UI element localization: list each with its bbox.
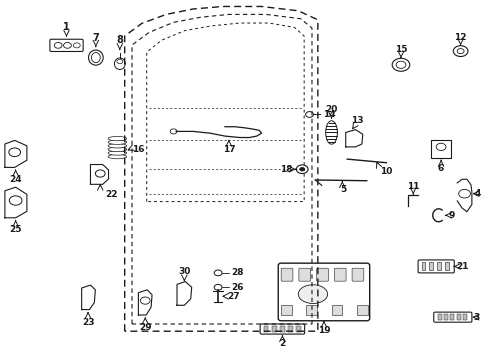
Bar: [456, 314, 460, 320]
Text: 6: 6: [437, 164, 443, 173]
Bar: [356, 305, 367, 315]
Circle shape: [170, 129, 177, 134]
Text: 23: 23: [81, 318, 94, 327]
FancyBboxPatch shape: [417, 260, 453, 273]
Circle shape: [95, 170, 105, 177]
Text: 22: 22: [105, 190, 118, 199]
Circle shape: [140, 297, 150, 304]
Circle shape: [117, 59, 122, 64]
Bar: [263, 326, 268, 332]
Text: 10: 10: [380, 167, 392, 176]
Circle shape: [452, 46, 467, 57]
Text: 8: 8: [116, 35, 123, 45]
Text: 18: 18: [279, 165, 292, 174]
Ellipse shape: [108, 140, 126, 144]
Ellipse shape: [108, 151, 126, 155]
FancyBboxPatch shape: [281, 268, 292, 281]
Ellipse shape: [88, 50, 103, 65]
Ellipse shape: [108, 147, 126, 152]
Text: 13: 13: [350, 116, 363, 125]
FancyBboxPatch shape: [334, 268, 346, 281]
Text: 12: 12: [453, 33, 466, 42]
FancyBboxPatch shape: [50, 39, 83, 51]
Text: 19: 19: [317, 326, 329, 335]
Bar: [281, 305, 291, 315]
Circle shape: [299, 167, 304, 171]
Ellipse shape: [91, 53, 100, 63]
Bar: [462, 314, 466, 320]
Text: 1: 1: [63, 22, 70, 32]
FancyBboxPatch shape: [260, 324, 304, 334]
Bar: [430, 140, 450, 158]
Text: 7: 7: [92, 33, 99, 43]
Text: 17: 17: [222, 145, 235, 154]
Circle shape: [296, 165, 307, 174]
FancyBboxPatch shape: [298, 268, 310, 281]
Circle shape: [9, 148, 20, 157]
FancyBboxPatch shape: [433, 312, 471, 322]
Bar: [436, 262, 440, 270]
Text: 25: 25: [9, 225, 22, 234]
Text: 24: 24: [9, 175, 22, 184]
FancyBboxPatch shape: [278, 263, 369, 321]
Text: 9: 9: [447, 211, 454, 220]
Text: 30: 30: [178, 267, 190, 276]
Text: 16: 16: [132, 145, 144, 154]
Ellipse shape: [108, 144, 126, 148]
Circle shape: [395, 61, 405, 68]
Text: 20: 20: [325, 105, 337, 114]
Circle shape: [214, 284, 222, 290]
Ellipse shape: [108, 154, 126, 159]
Text: 14: 14: [322, 110, 335, 119]
Circle shape: [458, 189, 469, 198]
Circle shape: [214, 270, 222, 276]
Bar: [421, 262, 425, 270]
Ellipse shape: [298, 285, 327, 303]
Circle shape: [9, 196, 22, 205]
FancyBboxPatch shape: [351, 268, 363, 281]
Circle shape: [435, 143, 445, 150]
Bar: [444, 262, 448, 270]
Bar: [271, 326, 276, 332]
Text: 11: 11: [406, 182, 419, 191]
Circle shape: [456, 49, 463, 54]
Circle shape: [391, 58, 409, 71]
Text: 4: 4: [473, 189, 480, 198]
Text: 21: 21: [456, 262, 468, 271]
Circle shape: [73, 43, 80, 48]
Text: 29: 29: [139, 323, 151, 332]
FancyBboxPatch shape: [316, 268, 327, 281]
Bar: [449, 314, 453, 320]
Bar: [306, 305, 317, 315]
Bar: [331, 305, 342, 315]
Ellipse shape: [108, 136, 126, 141]
Bar: [279, 326, 284, 332]
Circle shape: [305, 112, 313, 117]
Text: 2: 2: [279, 339, 285, 348]
Circle shape: [54, 42, 62, 48]
Bar: [428, 262, 432, 270]
Text: 3: 3: [472, 312, 479, 322]
Text: 26: 26: [230, 283, 243, 292]
Text: 28: 28: [230, 269, 243, 277]
Text: 5: 5: [340, 185, 346, 194]
Text: 27: 27: [226, 292, 239, 301]
Bar: [443, 314, 447, 320]
Bar: [437, 314, 441, 320]
Bar: [296, 326, 301, 332]
Circle shape: [63, 42, 71, 48]
Text: 15: 15: [394, 45, 407, 54]
Bar: [287, 326, 292, 332]
